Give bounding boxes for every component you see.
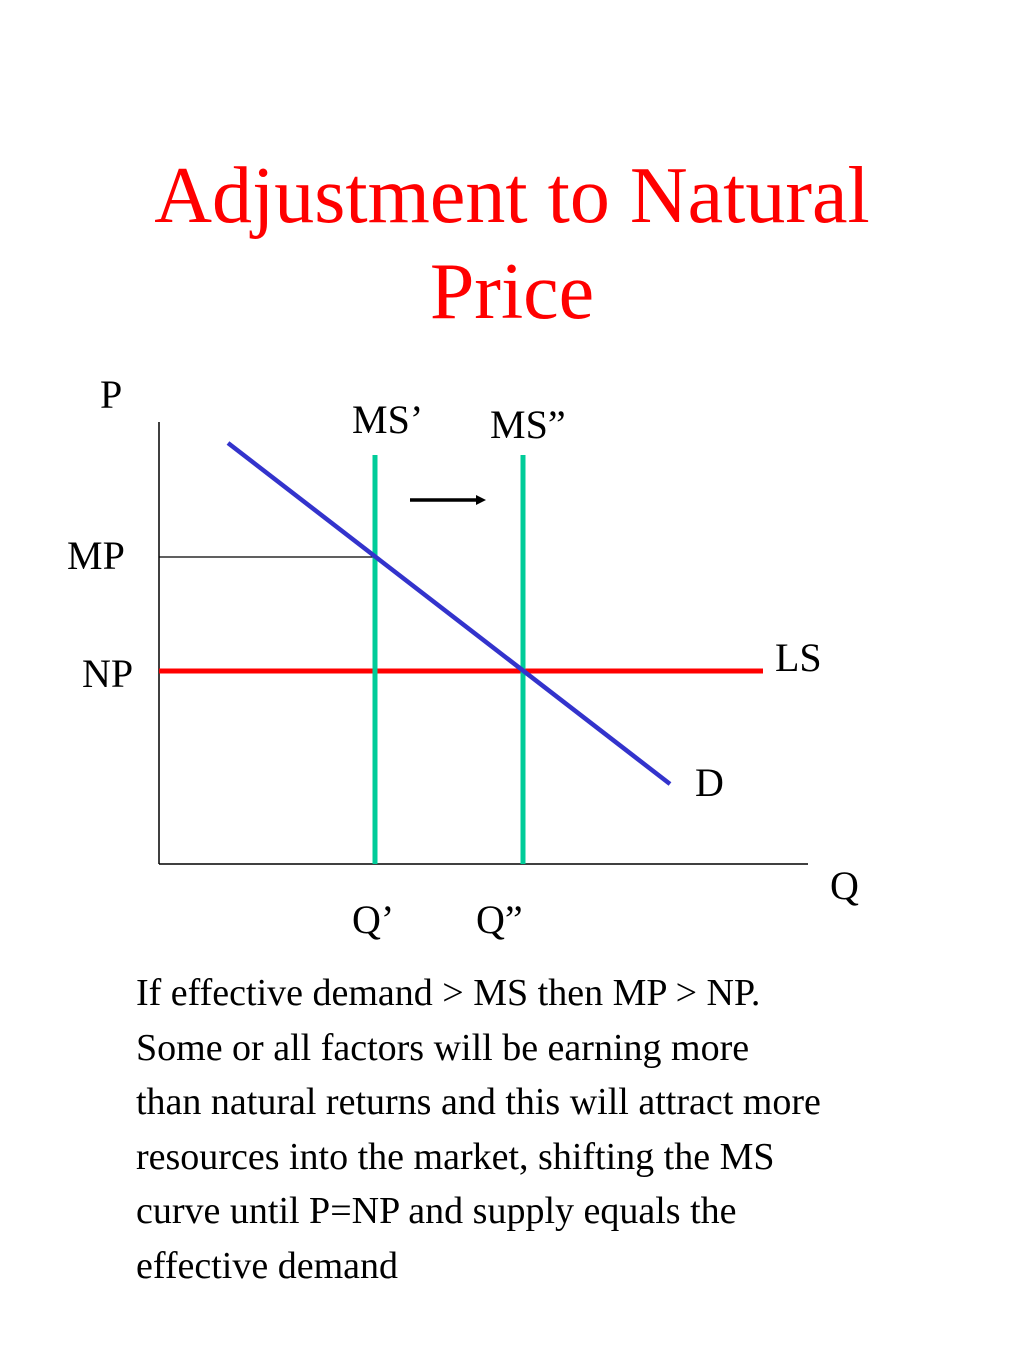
quantity-initial-label: Q’ — [352, 897, 394, 942]
supply-shifted-label: MS” — [490, 402, 566, 447]
explanation-line: curve until P=NP and supply equals the — [136, 1190, 737, 1232]
quantity-axis-label: Q — [830, 863, 859, 908]
slide-title-line-1: Adjustment to Natural — [154, 152, 870, 240]
slide-title: Adjustment to Natural Price — [0, 148, 1024, 340]
explanation-line: effective demand — [136, 1244, 398, 1287]
supply-initial-label: MS’ — [352, 397, 423, 442]
quantity-shifted-label: Q” — [476, 897, 523, 942]
demand-label: D — [695, 760, 724, 805]
market-price-label: MP — [67, 533, 125, 578]
explanation-line: resources into the market, shifting the … — [136, 1135, 775, 1178]
long-run-supply-label: LS — [775, 635, 822, 680]
demand-curve — [226, 441, 672, 786]
price-axis-label: P — [100, 372, 122, 417]
explanation-line: If effective demand > MS then MP > NP. — [136, 972, 761, 1014]
natural-price-label: NP — [82, 651, 133, 696]
explanation-line: than natural returns and this will attra… — [136, 1081, 821, 1123]
explanation-text: If effective demand > MS then MP > NP. S… — [136, 966, 986, 1293]
explanation-line: Some or all factors will be earning more — [136, 1026, 750, 1069]
slide-title-line-2: Price — [429, 248, 595, 336]
